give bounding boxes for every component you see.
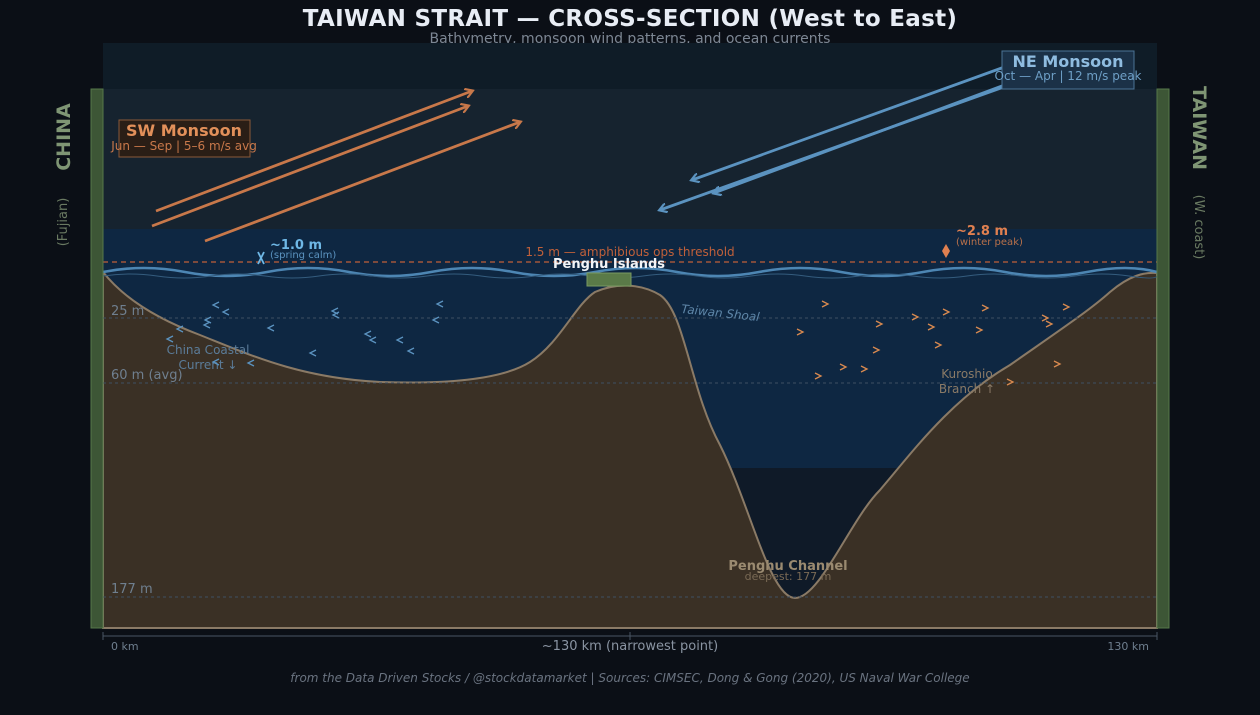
ne-monsoon-detail: Oct — Apr | 12 m/s peak [995,69,1142,83]
china-current-chevron [331,311,340,319]
kuroshio-chevron [934,341,943,349]
ops-threshold-label: 1.5 m — amphibious ops threshold [525,245,734,259]
channel-depth-label: deepest: 177 m [745,570,832,583]
kuroshio-chevron [872,346,881,354]
depth-label-25m: 25 m [111,304,144,319]
kuroshio-chevron [814,372,823,380]
ne-monsoon-title: NE Monsoon [1012,52,1123,71]
kuroshio-chevron [1041,314,1050,322]
kuroshio-label-1: Kuroshio [941,367,992,381]
kuroshio-chevron [875,320,884,328]
china-current-chevron [363,330,372,338]
distance-label-left: 0 km [111,640,139,653]
kuroshio-chevron [927,323,936,331]
spring-wave-marker [257,251,265,265]
china-current-chevron [395,336,404,344]
kuroshio-chevron [975,326,984,334]
china-coastal-current-arrows [165,300,444,367]
china-current-chevron [221,308,230,316]
sw-monsoon-arrows [151,91,520,243]
taiwan-label: TAIWAN [1188,86,1210,170]
ne-monsoon-box [1001,50,1135,90]
kuroshio-chevron [796,328,805,336]
w-coast-label: (W. coast) [1191,195,1206,260]
fujian-label: (Fujian) [56,198,71,247]
sw-monsoon-box [118,119,251,158]
distance-label-right: 130 km [1107,640,1149,653]
china-current-chevron [435,300,444,308]
china-current-chevron [368,336,377,344]
china-current-chevron [431,316,440,324]
kuroshio-chevron [1045,320,1054,328]
china-current-chevron [202,321,211,329]
kuroshio-chevron [1053,360,1062,368]
source-note: from the Data Driven Stocks / @stockdata… [290,671,970,685]
sw-monsoon-arrow [151,106,468,228]
spring-wave-value: ~1.0 m [270,238,322,253]
china-label: CHINA [53,103,75,171]
china-coast-bar [90,88,104,629]
china-current-label-1: China Coastal [167,343,250,357]
ne-monsoon-arrows [660,63,1041,210]
kuroshio-chevron [1006,378,1015,386]
kuroshio-chevron [981,304,990,312]
page-title: TAIWAN STRAIT — CROSS-SECTION (West to E… [302,6,958,32]
penghu-islands-label: Penghu Islands [553,257,665,272]
sea-surface-wave [102,266,1158,278]
sw-monsoon-arrow [204,122,520,243]
winter-wave-note: (winter peak) [956,237,1023,248]
upper-atmosphere [103,43,1157,89]
ne-monsoon-arrow [692,63,1011,180]
winter-wave-value: ~2.8 m [956,224,1008,239]
kuroshio-chevron [911,313,920,321]
kuroshio-chevron [839,363,848,371]
depth-label-177m: 177 m [111,582,153,597]
penghu-channel-label: Penghu Channel [728,559,847,574]
china-current-chevron [406,347,415,355]
china-current-chevron [211,301,220,309]
sw-monsoon-arrow [155,91,472,213]
ne-monsoon-arrow [660,72,1041,210]
distance-label-middle: ~130 km (narrowest point) [542,639,718,654]
kuroshio-label-2: Branch ↑ [939,382,995,396]
seabed [102,269,1158,629]
sw-monsoon-detail: Jun — Sep | 5–6 m/s avg [110,139,257,153]
sea-surface-wave-secondary [102,273,1158,279]
china-current-chevron [175,325,184,333]
china-current-label-2: Current ↓ [179,358,238,372]
china-current-chevron [165,335,174,343]
kuroshio-chevron [821,300,830,308]
penghu-islands-marker [586,272,632,287]
sw-monsoon-title: SW Monsoon [126,121,242,140]
china-current-chevron [246,359,255,367]
winter-wave-marker [942,244,950,258]
sky-band [103,89,1157,229]
china-current-chevron [308,349,317,357]
china-current-chevron [211,358,220,366]
depth-label-60m: 60 m (avg) [111,368,183,383]
spring-wave-note: (spring calm) [270,250,336,261]
kuroshio-chevron [942,308,951,316]
kuroshio-chevron [860,365,869,373]
china-current-chevron [266,324,275,332]
kuroshio-branch-arrows [796,300,1071,386]
taiwan-coast-bar [1156,88,1170,629]
kuroshio-chevron [1062,303,1071,311]
